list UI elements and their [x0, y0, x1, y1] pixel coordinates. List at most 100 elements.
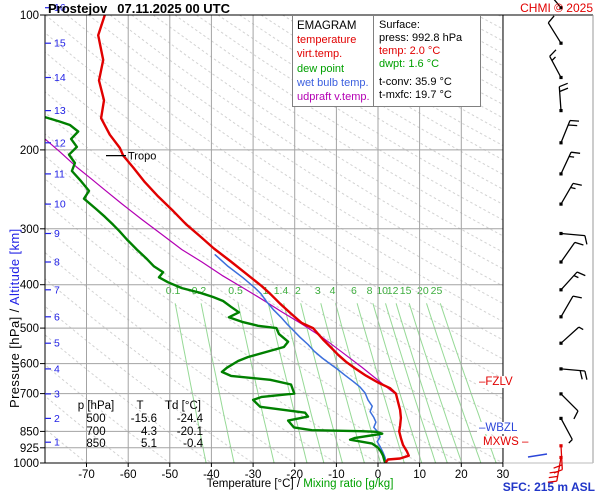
x-axis-separator: /	[293, 478, 304, 490]
svg-text:600: 600	[20, 359, 39, 371]
dew-point-curve	[45, 115, 386, 463]
svg-text:2: 2	[54, 413, 60, 425]
station-elevation-label: SFC: 215 m ASL	[502, 480, 595, 494]
y-axis-title: Pressure [hPa] / Altitude [km]	[7, 228, 22, 408]
svg-text:6: 6	[351, 285, 357, 297]
legend-item: dew point	[297, 62, 345, 75]
levels-table-cell: 700	[86, 425, 106, 438]
wind-barb	[559, 119, 580, 145]
wind-barb-column	[547, 0, 588, 483]
legend-items: temperature virt.temp. dew point wet bulb t…	[297, 33, 370, 104]
x-axis-title: Temperature [°C] / Mixing ratio [g/kg]	[140, 478, 460, 490]
wind-barb	[558, 82, 569, 113]
wind-barb	[559, 182, 582, 206]
legend-item: wet bulb temp.	[297, 76, 369, 89]
wind-barb	[553, 0, 563, 10]
wind-barb-station-dot	[559, 202, 563, 206]
levels-table-row: 700 4.3 -20.1	[72, 426, 206, 439]
levels-table-cell: 500	[86, 412, 106, 425]
svg-text:30: 30	[497, 469, 510, 481]
svg-text:1000: 1000	[13, 458, 39, 470]
svg-text:0: 0	[375, 469, 381, 481]
surface-line: t-conv: 35.9 °C	[379, 76, 452, 88]
wind-barb	[559, 295, 582, 319]
wind-barb-station-dot	[559, 315, 563, 319]
wind-barb-station-dot	[559, 341, 563, 345]
svg-text:11: 11	[54, 168, 65, 180]
y-axis-pressure-label: Pressure [hPa]	[7, 316, 22, 408]
legend-item: virt.temp.	[297, 48, 343, 61]
svg-text:1: 1	[54, 437, 60, 449]
levels-table-cell: -0.4	[183, 438, 203, 451]
legend-title: EMAGRAM	[297, 20, 357, 32]
wind-barb-station-dot	[559, 455, 563, 460]
y-axis-separator: /	[7, 305, 22, 317]
temperature-curve	[96, 15, 410, 463]
wind-barb-station-dot	[559, 6, 563, 10]
svg-text:20: 20	[455, 469, 468, 481]
svg-text:850: 850	[20, 426, 39, 438]
svg-text:-30: -30	[245, 469, 262, 481]
svg-text:-20: -20	[286, 469, 303, 481]
wind-barb-station-dot	[559, 288, 563, 292]
levels-table-row: 850 5.1 -0.4	[72, 438, 206, 451]
levels-table-cell: -24.4	[176, 412, 203, 425]
page-title: Prostejov 07.11.2025 00 UTC	[48, 1, 230, 16]
sounding-datetime: 07.11.2025 00 UTC	[117, 1, 230, 16]
svg-text:15: 15	[54, 38, 66, 50]
levels-table-body: 500 -15.6 -24.4 700 4.3 -20.1 850 5.1 -0.4	[72, 413, 206, 451]
levels-table: p [hPa] T Td [°C] 500 -15.6 -24.4 700 4.3 -20.1…	[72, 400, 206, 451]
levels-table-cell: 5.1	[141, 438, 157, 451]
svg-text:-60: -60	[120, 469, 137, 481]
station-name: Prostejov	[48, 1, 108, 16]
svg-text:10: 10	[376, 285, 388, 297]
wind-barb	[559, 151, 581, 176]
wind-barb-station-dot	[559, 141, 563, 145]
svg-text:8: 8	[54, 257, 60, 269]
svg-text:0.5: 0.5	[228, 285, 243, 297]
svg-text:4: 4	[330, 285, 336, 297]
levels-table-cell: -20.1	[176, 425, 203, 438]
x-axis-temperature-label: Temperature [°C]	[206, 478, 294, 490]
wet-bulb-zero-label: –WBZL	[477, 422, 520, 434]
temperature-axis-ticks	[86, 463, 504, 467]
wind-barb	[547, 455, 563, 483]
svg-text:14: 14	[54, 72, 66, 84]
svg-text:6: 6	[54, 311, 60, 323]
surface-line: t-mxfc: 19.7 °C	[379, 89, 452, 101]
surface-line: press: 992.8 hPa	[379, 32, 463, 44]
wind-barb	[559, 241, 584, 264]
wind-barb	[559, 416, 573, 444]
svg-text:100: 100	[20, 10, 39, 22]
svg-text:1.4: 1.4	[274, 285, 289, 297]
svg-text:-40: -40	[203, 469, 220, 481]
levels-table-cell: -15.6	[130, 412, 157, 425]
surface-line: dwpt: 1.6 °C	[379, 58, 440, 70]
wind-barb-station-dot	[559, 392, 563, 396]
dry-adiabats	[45, 15, 503, 463]
svg-text:20: 20	[417, 285, 429, 297]
svg-text:10: 10	[54, 199, 66, 211]
legend-item: temperature	[297, 34, 357, 47]
svg-text:12: 12	[387, 285, 399, 297]
svg-text:7: 7	[54, 284, 60, 296]
svg-text:16: 16	[54, 2, 66, 14]
plot-border	[44, 14, 594, 464]
svg-text:200: 200	[20, 145, 39, 157]
svg-text:300: 300	[20, 224, 39, 236]
wind-barb	[559, 271, 586, 292]
wind-barb-station-dot	[559, 416, 563, 420]
pressure-axis-labels: 100 200 300 400 500 600 700 850 925 1000	[13, 10, 39, 470]
levels-table-header-cell: p [hPa]	[77, 400, 115, 412]
y-axis-altitude-label: Altitude [km]	[7, 228, 22, 306]
svg-text:700: 700	[20, 389, 39, 401]
wind-barb	[559, 367, 588, 380]
wind-barb	[559, 231, 588, 245]
wind-barb	[549, 49, 563, 80]
max-wind-label: MXWS –	[481, 436, 531, 448]
levels-table-cell: 850	[86, 438, 106, 451]
svg-text:3: 3	[315, 285, 321, 297]
svg-text:500: 500	[20, 323, 39, 335]
wind-barb-station-dot	[559, 367, 563, 371]
